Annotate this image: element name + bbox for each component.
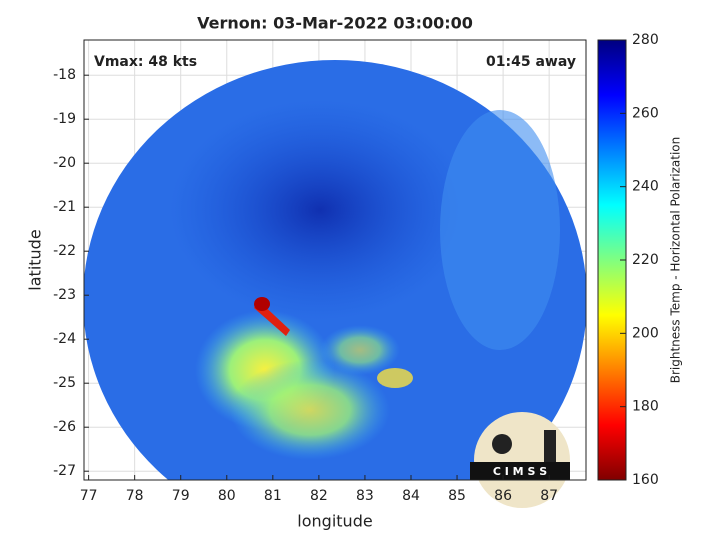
- annotation: Vmax: 48 kts: [94, 54, 197, 70]
- y-tick-label: -26: [53, 419, 76, 435]
- band: [440, 110, 560, 350]
- y-tick-label: -27: [53, 463, 76, 479]
- logo: C I M S S: [470, 412, 570, 508]
- logo-text: C I M S S: [493, 465, 547, 478]
- x-axis-label: longitude: [297, 512, 372, 531]
- y-tick-label: -20: [53, 155, 76, 171]
- x-tick-label: 84: [402, 488, 420, 504]
- y-tick-label: -23: [53, 287, 76, 303]
- y-tick-label: -19: [53, 111, 76, 127]
- colorbar-tick-label: 220: [632, 252, 659, 268]
- colorbar-tick-label: 200: [632, 325, 659, 341]
- y-tick-label: -24: [53, 331, 76, 347]
- x-tick-label: 81: [264, 488, 282, 504]
- x-tick-label: 78: [126, 488, 144, 504]
- image: [84, 60, 586, 480]
- x-tick-label: 86: [494, 488, 512, 504]
- x-tick-label: 79: [172, 488, 190, 504]
- colorbar-tick-label: 260: [632, 105, 659, 121]
- cold-region: [170, 100, 470, 320]
- x-tick-label: 85: [448, 488, 466, 504]
- hot-spot: [254, 297, 270, 311]
- chart-title: Vernon: 03-Mar-2022 03:00:00: [197, 14, 473, 33]
- y-tick-label: -21: [53, 199, 76, 215]
- warm-region: [230, 360, 390, 460]
- y-axis-label: latitude: [26, 229, 45, 290]
- warm-region: [377, 368, 413, 388]
- y-tick-label: -25: [53, 375, 76, 391]
- colorbar-tick-label: 160: [632, 472, 659, 488]
- colorbar-tick-label: 240: [632, 179, 659, 195]
- annotation: 01:45 away: [486, 54, 576, 70]
- colorbar-tick-label: 180: [632, 399, 659, 415]
- warm-region: [320, 325, 400, 375]
- y-tick-label: -18: [53, 67, 76, 83]
- x-tick-label: 87: [540, 488, 558, 504]
- colorbar-label: Brightness Temp - Horizontal Polarizatio…: [669, 137, 683, 384]
- x-tick-label: 77: [80, 488, 98, 504]
- x-tick-label: 83: [356, 488, 374, 504]
- y-tick-label: -22: [53, 243, 76, 259]
- axes-box: [83, 39, 587, 481]
- colorbar-tick-label: 280: [632, 32, 659, 48]
- x-tick-label: 80: [218, 488, 236, 504]
- x-tick-label: 82: [310, 488, 328, 504]
